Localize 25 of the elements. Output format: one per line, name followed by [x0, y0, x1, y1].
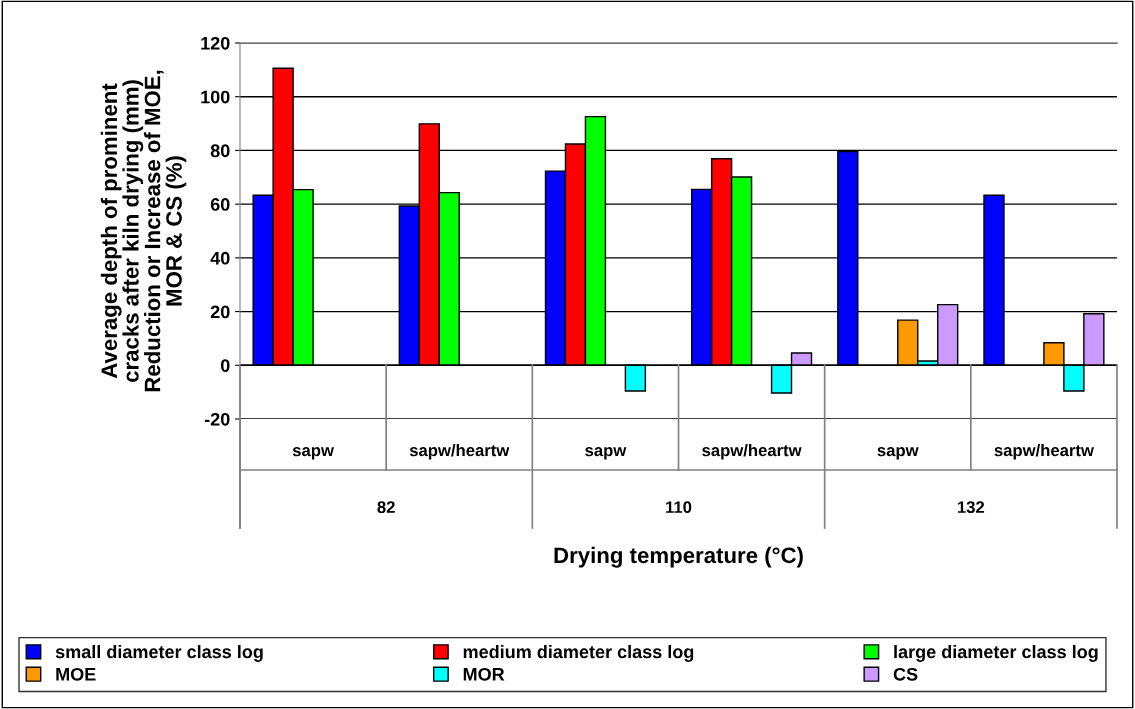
- y-tick-label: 40: [210, 251, 230, 265]
- text: 132: [957, 501, 985, 514]
- y-tick-label: 120: [201, 36, 230, 50]
- y-tick-label: 80: [210, 144, 230, 158]
- x-axis-title: Drying temperature (°C): [554, 546, 803, 568]
- x-tick-label: sapw: [877, 447, 919, 460]
- text: 82: [377, 501, 395, 514]
- legend-label: medium diameter class log: [463, 644, 694, 662]
- x-tick-label: sapw: [292, 447, 334, 460]
- text: 110: [666, 501, 692, 514]
- legend-label: MOE: [56, 667, 96, 681]
- y-tick-label: 60: [210, 198, 230, 211]
- x-tick-label: sapw: [585, 447, 627, 460]
- y-tick-label: 0: [220, 359, 230, 373]
- x-tick-label: sapw/heartw: [409, 444, 510, 460]
- y-tick-label: 100: [201, 90, 230, 104]
- y-tick-label: -20: [204, 412, 230, 426]
- legend-label: MOR: [463, 667, 505, 681]
- x-tick-label: sapw/heartw: [994, 444, 1094, 460]
- legend-label: small diameter class log: [55, 644, 263, 662]
- legend-label: large diameter class log: [894, 644, 1098, 662]
- legend-label: CS: [893, 667, 918, 681]
- y-axis-title: Average depth of prominent cracks after kiln drying (mm) Reduction or Increase of MOE, MOR & CS (%): [100, 70, 187, 392]
- y-tick-label: 20: [210, 305, 230, 319]
- x-tick-label: sapw/heartw: [702, 444, 802, 460]
